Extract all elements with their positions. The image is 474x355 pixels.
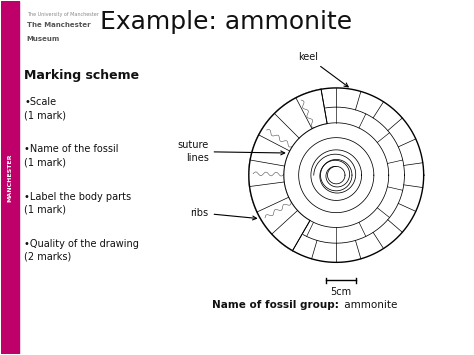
Text: Name of fossil group: ammonite: Name of fossil group: ammonite bbox=[0, 354, 1, 355]
Text: Museum: Museum bbox=[27, 36, 60, 42]
Text: The Manchester: The Manchester bbox=[27, 22, 91, 28]
Text: The University of Manchester: The University of Manchester bbox=[27, 12, 99, 17]
Text: •Label the body parts
(1 mark): •Label the body parts (1 mark) bbox=[24, 192, 131, 214]
Text: Marking scheme: Marking scheme bbox=[24, 69, 139, 82]
Text: suture
lines: suture lines bbox=[177, 140, 285, 163]
Text: MANCHESTER: MANCHESTER bbox=[7, 153, 12, 202]
Text: •Quality of the drawing
(2 marks): •Quality of the drawing (2 marks) bbox=[24, 239, 139, 262]
Text: •Scale
(1 mark): •Scale (1 mark) bbox=[24, 97, 66, 120]
Text: Name of fossil group:: Name of fossil group: bbox=[212, 300, 338, 310]
Bar bbox=[0, 1, 18, 354]
Text: •Name of the fossil
(1 mark): •Name of the fossil (1 mark) bbox=[24, 144, 119, 167]
Text: Example: ammonite: Example: ammonite bbox=[100, 10, 352, 34]
Text: keel: keel bbox=[298, 52, 348, 87]
Text: Name of fossil group: ammonite: Name of fossil group: ammonite bbox=[0, 354, 1, 355]
Polygon shape bbox=[249, 89, 327, 251]
Text: ribs: ribs bbox=[191, 208, 256, 220]
Text: 5cm: 5cm bbox=[330, 287, 352, 297]
Text: ammonite: ammonite bbox=[341, 300, 397, 310]
